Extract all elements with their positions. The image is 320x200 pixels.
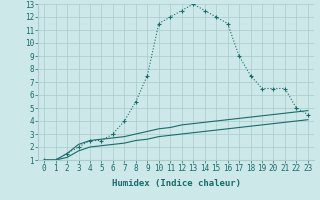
X-axis label: Humidex (Indice chaleur): Humidex (Indice chaleur)	[111, 179, 241, 188]
